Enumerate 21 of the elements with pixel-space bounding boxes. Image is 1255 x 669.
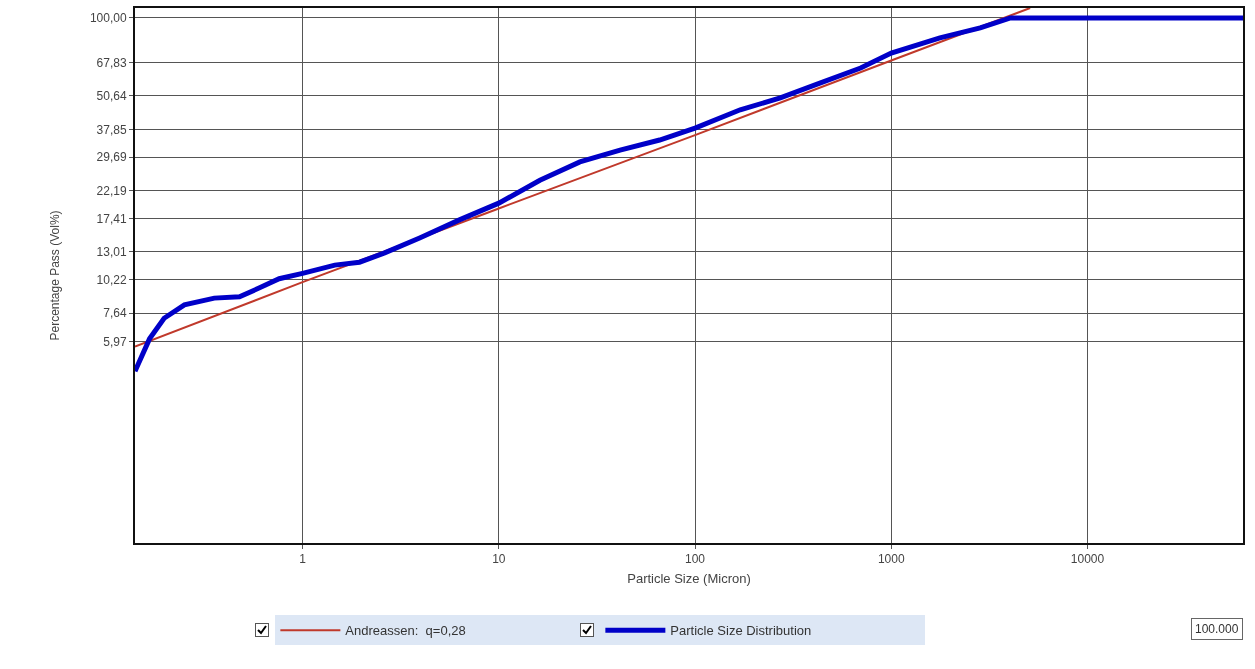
x-tick-label: 10000 [1070,552,1105,567]
y-tick-label: 17,41 [96,211,127,226]
y-tick-label: 22,19 [96,183,127,198]
legend-label: Particle Size Distribution [670,623,812,639]
y-tick-label: 10,22 [96,272,127,287]
y-tick-label: 100,00 [89,11,127,26]
legend-label: Andreassen: q=0,28 [345,623,466,639]
y-tick-label: 50,64 [96,89,127,104]
y-tick-label: 7,64 [103,306,127,321]
x-tick-label: 1000 [877,552,905,567]
x-tick-label: 1 [299,552,307,567]
y-tick-label: 13,01 [96,245,127,260]
x-tick-label: 10 [492,552,506,567]
y-tick-label: 5,97 [103,334,127,349]
y-tick-label: 37,85 [96,122,127,137]
text: 100.000 [1195,622,1239,636]
x-axis-title: Particle Size (Micron) [627,570,751,586]
y-tick-label: 67,83 [96,55,127,70]
y-axis-title: Percentage Pass (Vol%) [47,210,62,341]
y-tick-label: 29,69 [96,150,127,165]
x-tick-label: 100 [685,552,706,567]
